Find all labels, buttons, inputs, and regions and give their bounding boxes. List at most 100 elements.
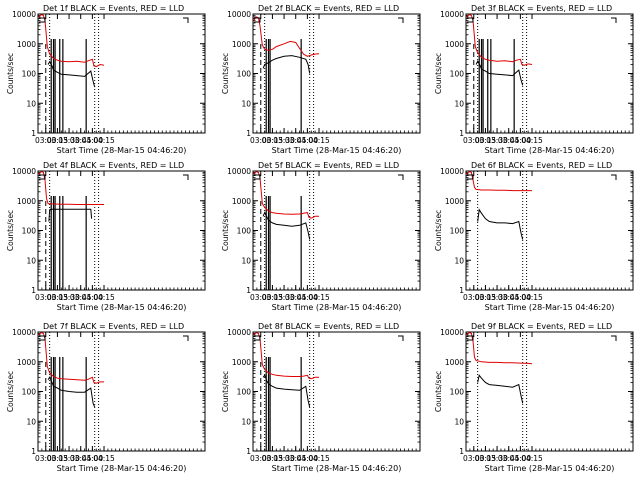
y-tick-label: 10 xyxy=(26,256,36,265)
x-tick-label: 03:00 xyxy=(463,136,485,145)
x-tick-label: 03:00 xyxy=(35,293,57,302)
x-tick-label: 04:15 xyxy=(93,454,115,463)
x-tick-label: 04:15 xyxy=(521,293,543,302)
lld-series-line xyxy=(38,171,104,205)
x-tick-label: 03:45 xyxy=(70,293,92,302)
detector-panel-3: Det 3f BLACK = Events, RED = LLD 1 10 100 10… xyxy=(434,4,634,155)
lld-series-line xyxy=(466,14,533,66)
y-tick-label: 10 xyxy=(454,417,464,426)
x-tick-label: 03:30 xyxy=(486,454,508,463)
x-tick-label: 03:30 xyxy=(58,454,80,463)
x-tick-label: 04:15 xyxy=(93,293,115,302)
x-tick-label: 04:15 xyxy=(521,136,543,145)
x-axis-label: Start Time (28-Mar-15 04:46:20) xyxy=(57,464,187,473)
y-axis-label: Counts/sec xyxy=(221,371,230,412)
detector-panel-1: Det 1f BLACK = Events, RED = LLD 1 10 100 10… xyxy=(6,4,206,155)
y-tick-label: 1 xyxy=(459,447,464,456)
x-tick-label: 03:15 xyxy=(475,454,497,463)
y-tick-label: 100 xyxy=(450,227,465,236)
panel-title: Det 4f BLACK = Events, RED = LLD xyxy=(43,161,184,170)
detector-panel-7: Det 7f BLACK = Events, RED = LLD 1 10 100 10… xyxy=(6,322,206,473)
x-tick-label: 03:00 xyxy=(250,454,272,463)
y-axis-label: Counts/sec xyxy=(221,210,230,251)
x-tick-label: 03:15 xyxy=(475,293,497,302)
x-tick-label: 04:15 xyxy=(308,293,330,302)
x-tick-label: 03:00 xyxy=(250,136,272,145)
x-tick-label: 04:00 xyxy=(297,136,319,145)
x-tick-label: 04:15 xyxy=(93,136,115,145)
x-tick-label: 04:15 xyxy=(308,136,330,145)
x-tick-label: 03:15 xyxy=(475,136,497,145)
panel-title: Det 1f BLACK = Events, RED = LLD xyxy=(43,4,184,13)
y-tick-label: 1 xyxy=(459,129,464,138)
y-tick-label: 1000 xyxy=(17,197,36,206)
y-tick-label: 100 xyxy=(22,388,37,397)
y-tick-label: 1 xyxy=(31,129,36,138)
panel-title: Det 9f BLACK = Events, RED = LLD xyxy=(471,322,612,331)
corner-mark xyxy=(398,335,404,341)
x-tick-label: 03:15 xyxy=(262,293,284,302)
x-tick-label: 04:15 xyxy=(308,454,330,463)
x-tick-label: 03:45 xyxy=(285,136,307,145)
y-tick-label: 100 xyxy=(22,227,37,236)
y-tick-label: 100 xyxy=(237,70,252,79)
panel-title: Det 5f BLACK = Events, RED = LLD xyxy=(258,161,399,170)
detector-panel-2: Det 2f BLACK = Events, RED = LLD 1 10 100 10… xyxy=(221,4,421,155)
events-series-line xyxy=(477,208,524,240)
corner-mark xyxy=(398,174,404,180)
y-tick-label: 100 xyxy=(237,227,252,236)
y-tick-label: 100 xyxy=(450,70,465,79)
plot-frame xyxy=(252,331,421,452)
y-tick-label: 100 xyxy=(22,70,37,79)
y-tick-label: 1000 xyxy=(445,197,464,206)
x-tick-label: 03:30 xyxy=(273,454,295,463)
x-tick-label: 03:30 xyxy=(58,136,80,145)
x-tick-label: 03:45 xyxy=(285,454,307,463)
panel-title: Det 7f BLACK = Events, RED = LLD xyxy=(43,322,184,331)
y-tick-label: 100 xyxy=(237,388,252,397)
y-tick-label: 10 xyxy=(26,99,36,108)
y-tick-label: 10 xyxy=(241,256,251,265)
corner-mark xyxy=(398,17,404,23)
x-tick-label: 04:00 xyxy=(297,293,319,302)
x-tick-label: 03:15 xyxy=(262,136,284,145)
y-tick-label: 1000 xyxy=(232,197,251,206)
corner-mark xyxy=(611,335,617,341)
x-tick-label: 04:00 xyxy=(82,136,104,145)
detector-panel-5: Det 5f BLACK = Events, RED = LLD 1 10 100 10… xyxy=(221,161,421,312)
panel-title: Det 6f BLACK = Events, RED = LLD xyxy=(471,161,612,170)
x-tick-label: 03:00 xyxy=(463,454,485,463)
x-axis-label: Start Time (28-Mar-15 04:46:20) xyxy=(485,146,615,155)
corner-mark xyxy=(467,174,474,180)
x-tick-label: 03:30 xyxy=(58,293,80,302)
corner-mark xyxy=(611,17,617,23)
y-tick-label: 10000 xyxy=(227,167,251,176)
x-tick-label: 04:15 xyxy=(521,454,543,463)
y-tick-label: 1 xyxy=(31,286,36,295)
x-tick-label: 03:45 xyxy=(70,454,92,463)
plot-frame xyxy=(465,170,634,291)
x-axis-label: Start Time (28-Mar-15 04:46:20) xyxy=(57,146,187,155)
y-tick-label: 1 xyxy=(246,447,251,456)
events-series-line xyxy=(477,374,524,404)
y-tick-label: 1000 xyxy=(445,358,464,367)
x-tick-label: 03:15 xyxy=(47,293,69,302)
x-tick-label: 03:15 xyxy=(262,454,284,463)
corner-mark xyxy=(39,335,46,341)
corner-mark xyxy=(39,17,46,23)
x-axis-label: Start Time (28-Mar-15 04:46:20) xyxy=(485,303,615,312)
events-series-line xyxy=(262,374,311,408)
x-tick-label: 03:45 xyxy=(498,293,520,302)
corner-mark xyxy=(467,17,474,23)
lld-series-line xyxy=(253,171,319,219)
y-tick-label: 1000 xyxy=(232,40,251,49)
x-axis-label: Start Time (28-Mar-15 04:46:20) xyxy=(272,464,402,473)
x-tick-label: 03:45 xyxy=(285,293,307,302)
x-tick-label: 03:30 xyxy=(273,136,295,145)
y-tick-label: 1000 xyxy=(232,358,251,367)
lld-series-line xyxy=(253,16,320,57)
x-tick-label: 03:00 xyxy=(35,136,57,145)
lld-series-line xyxy=(466,332,533,365)
x-tick-label: 03:00 xyxy=(35,454,57,463)
